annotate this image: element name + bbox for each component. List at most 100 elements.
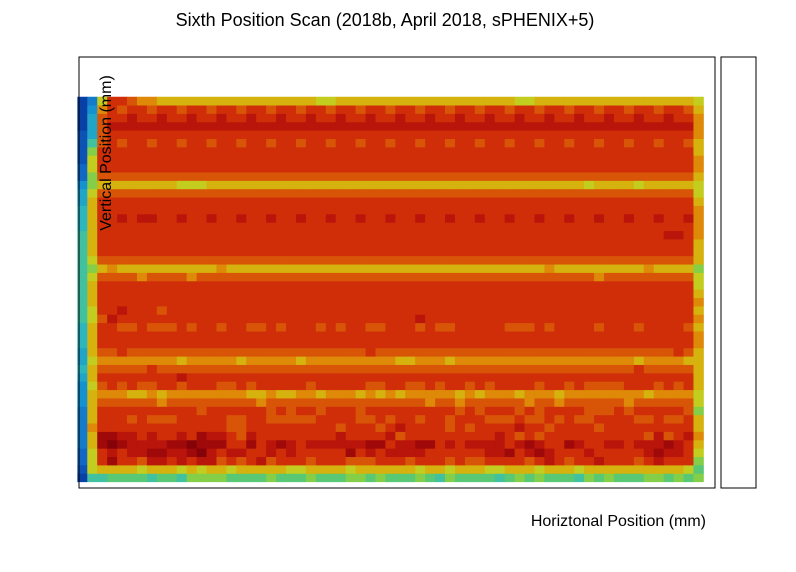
heatmap-cell — [435, 406, 445, 415]
heatmap-cell — [554, 406, 564, 415]
heatmap-cell — [624, 432, 634, 441]
heatmap-cell — [316, 197, 326, 206]
heatmap-cell — [445, 432, 455, 441]
heatmap-cell — [435, 189, 445, 198]
heatmap-cell — [505, 348, 515, 357]
heatmap-cell — [525, 390, 535, 399]
heatmap-cell — [117, 306, 127, 315]
heatmap-cell — [425, 448, 435, 457]
heatmap-cell — [554, 314, 564, 323]
heatmap-cell — [246, 97, 256, 106]
heatmap-cell — [226, 214, 236, 223]
heatmap-cell — [306, 273, 316, 282]
heatmap-cell — [564, 289, 574, 298]
heatmap-cell — [534, 457, 544, 466]
heatmap-cell — [544, 356, 554, 365]
heatmap-cell — [465, 381, 475, 390]
heatmap-cell — [366, 222, 376, 231]
heatmap-cell — [147, 97, 157, 106]
heatmap-cell — [465, 457, 475, 466]
heatmap-cell — [97, 465, 107, 474]
heatmap-cell — [564, 264, 574, 273]
heatmap-cell — [604, 306, 614, 315]
heatmap-cell — [425, 457, 435, 466]
heatmap-cell — [316, 105, 326, 114]
heatmap-cell — [266, 105, 276, 114]
heatmap-cell — [97, 390, 107, 399]
heatmap-cell — [693, 373, 703, 382]
heatmap-cell — [644, 415, 654, 424]
heatmap-cell — [564, 448, 574, 457]
heatmap-cell — [385, 373, 395, 382]
heatmap-cell — [147, 339, 157, 348]
heatmap-cell — [415, 381, 425, 390]
heatmap-cell — [137, 189, 147, 198]
heatmap-cell — [117, 231, 127, 240]
heatmap-cell — [356, 465, 366, 474]
heatmap-cell — [664, 180, 674, 189]
heatmap-cell — [147, 457, 157, 466]
heatmap-cell — [505, 390, 515, 399]
heatmap-cell — [465, 273, 475, 282]
heatmap-cell — [445, 97, 455, 106]
heatmap-cell — [435, 105, 445, 114]
heatmap-cell — [495, 323, 505, 332]
heatmap-cell — [296, 247, 306, 256]
heatmap-cell — [117, 289, 127, 298]
heatmap-cell — [485, 231, 495, 240]
heatmap-cell — [644, 339, 654, 348]
heatmap-cell — [405, 356, 415, 365]
heatmap-cell — [544, 448, 554, 457]
heatmap-cell — [654, 398, 664, 407]
heatmap-cell — [326, 465, 336, 474]
heatmap-cell — [226, 147, 236, 156]
heatmap-cell — [425, 172, 435, 181]
heatmap-cell — [346, 122, 356, 131]
heatmap-cell — [584, 314, 594, 323]
heatmap-cell — [654, 373, 664, 382]
heatmap-cell — [594, 398, 604, 407]
heatmap-cell — [544, 289, 554, 298]
heatmap-cell — [226, 457, 236, 466]
heatmap-cell — [475, 398, 485, 407]
heatmap-cell — [266, 189, 276, 198]
heatmap-cell — [525, 97, 535, 106]
heatmap-cell — [236, 256, 246, 265]
heatmap-cell — [485, 415, 495, 424]
heatmap-cell — [505, 130, 515, 139]
heatmap-cell — [594, 331, 604, 340]
heatmap-cell — [693, 306, 703, 315]
heatmap-cell — [187, 231, 197, 240]
heatmap-cell — [306, 247, 316, 256]
heatmap-cell — [306, 189, 316, 198]
heatmap-cell — [674, 432, 684, 441]
heatmap-cell — [346, 381, 356, 390]
heatmap-cell — [336, 97, 346, 106]
heatmap-cell — [604, 147, 614, 156]
heatmap-cell — [385, 365, 395, 374]
heatmap-cell — [226, 398, 236, 407]
heatmap-cell — [316, 306, 326, 315]
heatmap-cell — [624, 281, 634, 290]
heatmap-cell — [674, 189, 684, 198]
heatmap-cell — [455, 398, 465, 407]
heatmap-cell — [574, 122, 584, 131]
heatmap-cell — [266, 365, 276, 374]
heatmap-cell — [455, 189, 465, 198]
heatmap-cell — [425, 415, 435, 424]
heatmap-cell — [197, 222, 207, 231]
heatmap-cell — [147, 365, 157, 374]
heatmap-cell — [256, 281, 266, 290]
heatmap-cell — [534, 97, 544, 106]
heatmap-cell — [584, 189, 594, 198]
heatmap-cell — [117, 264, 127, 273]
heatmap-cell — [564, 381, 574, 390]
heatmap-cell — [554, 356, 564, 365]
heatmap-cell — [356, 306, 366, 315]
heatmap-cell — [574, 289, 584, 298]
heatmap-cell — [405, 264, 415, 273]
heatmap-cell — [614, 281, 624, 290]
heatmap-cell — [366, 356, 376, 365]
heatmap-cell — [276, 155, 286, 164]
heatmap-cell — [664, 164, 674, 173]
